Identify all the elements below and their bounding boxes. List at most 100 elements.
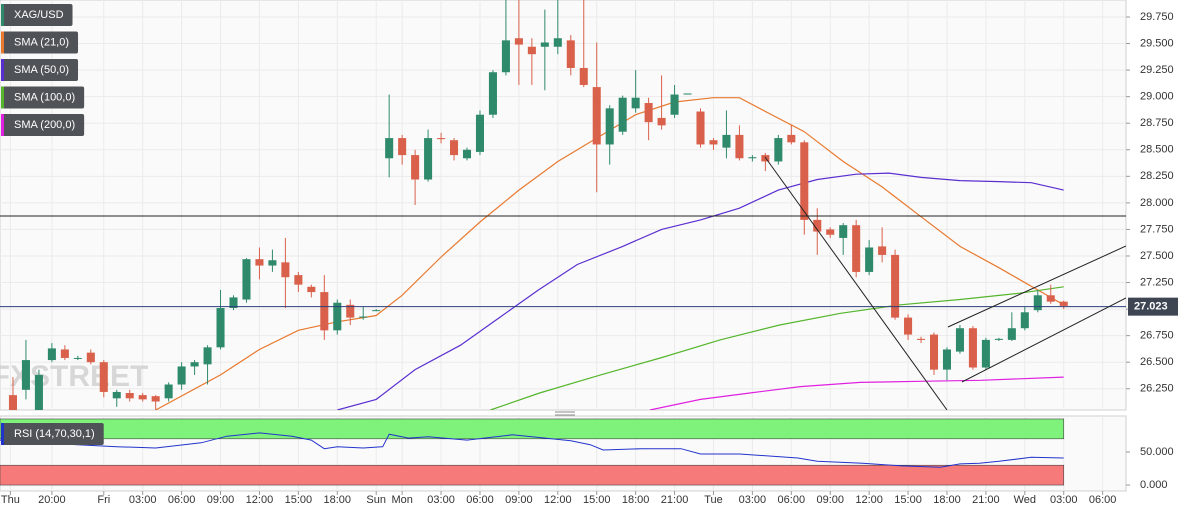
x-tick-label: 21:00 bbox=[972, 494, 1000, 506]
candle-body bbox=[411, 155, 420, 180]
legend-swatch bbox=[1, 114, 4, 136]
sma-line bbox=[649, 376, 1064, 410]
candle-body bbox=[21, 360, 30, 390]
x-tick-label: Sun bbox=[366, 494, 386, 506]
candle-body bbox=[1020, 312, 1029, 329]
legend-box bbox=[1, 31, 79, 54]
candle-body bbox=[657, 117, 666, 126]
candle-body bbox=[34, 374, 43, 410]
y-tick-label: 50.000 bbox=[1140, 446, 1174, 458]
candle-body bbox=[904, 317, 913, 335]
legend-swatch bbox=[1, 423, 4, 445]
candle-body bbox=[644, 103, 653, 123]
candle-body bbox=[190, 362, 199, 367]
candle-body bbox=[968, 328, 977, 368]
candle-body bbox=[553, 38, 562, 47]
candle-body bbox=[138, 395, 147, 400]
y-tick-label: 0.000 bbox=[1140, 479, 1168, 491]
y-tick-label: 26.750 bbox=[1140, 330, 1174, 342]
y-tick-label: 28.750 bbox=[1140, 117, 1174, 129]
candle-body bbox=[488, 72, 497, 115]
candle-body bbox=[787, 134, 796, 143]
x-tick-label: 21:00 bbox=[661, 494, 689, 506]
legend-box bbox=[1, 4, 73, 26]
candle-body bbox=[99, 362, 108, 392]
legend-swatch bbox=[1, 59, 4, 81]
legend-swatch bbox=[1, 86, 4, 109]
last-price-box bbox=[1128, 297, 1178, 316]
candle-body bbox=[462, 149, 472, 159]
x-tick-label: 15:00 bbox=[285, 494, 313, 506]
x-tick-label: Tue bbox=[704, 494, 723, 506]
annotations bbox=[0, 156, 1126, 410]
y-tick-label: 29.000 bbox=[1140, 91, 1174, 103]
y-tick-label: 27.250 bbox=[1140, 276, 1174, 288]
x-tick-label: 15:00 bbox=[894, 494, 922, 506]
x-tick-label: 12:00 bbox=[544, 494, 572, 506]
last-price-label: 27.023 bbox=[1134, 301, 1168, 313]
candle-body bbox=[242, 259, 251, 300]
x-tick-label: 06:00 bbox=[168, 494, 196, 506]
x-tick-label: 12:00 bbox=[246, 494, 274, 506]
x-tick-label: 06:00 bbox=[1089, 494, 1117, 506]
candle-body bbox=[86, 352, 95, 363]
candle-body bbox=[398, 138, 407, 156]
candle-body bbox=[112, 391, 121, 399]
x-tick-label: 03:00 bbox=[739, 494, 767, 506]
candle-body bbox=[60, 349, 69, 358]
legend-label: RSI (14,70,30,1) bbox=[14, 428, 95, 440]
axes: Thu 20:00 Fri 03:00 06:00 09:00 12:00 15:00 18:0… bbox=[1, 11, 1178, 506]
candle-body bbox=[151, 396, 160, 402]
candle-body bbox=[540, 42, 549, 47]
legend-box bbox=[1, 86, 85, 109]
candle-body bbox=[605, 108, 614, 145]
y-tick-label: 26.250 bbox=[1140, 383, 1174, 395]
candle-body bbox=[579, 67, 588, 85]
candle-body bbox=[527, 46, 536, 55]
candle-body bbox=[683, 93, 692, 95]
y-tick-label: 26.500 bbox=[1140, 356, 1174, 368]
candle-body bbox=[839, 225, 848, 238]
panel-handle[interactable] bbox=[555, 411, 575, 416]
candle-body bbox=[372, 310, 381, 312]
candle-body bbox=[1007, 328, 1016, 340]
candle-body bbox=[942, 349, 952, 370]
candle-body bbox=[813, 219, 822, 232]
y-tick-label: 29.750 bbox=[1140, 11, 1174, 23]
candle-body bbox=[917, 338, 926, 340]
sma-line bbox=[490, 286, 1064, 410]
candle-body bbox=[229, 297, 238, 309]
x-tick-label: 09:00 bbox=[505, 494, 533, 506]
candle-body bbox=[709, 140, 718, 145]
candle-body bbox=[670, 94, 679, 115]
legend-swatch bbox=[1, 4, 4, 26]
y-tick-label: 28.000 bbox=[1140, 197, 1174, 209]
channel-upper bbox=[947, 245, 1126, 328]
candle-body bbox=[216, 308, 225, 348]
candle-body bbox=[164, 384, 173, 399]
legend-label: SMA (50,0) bbox=[14, 64, 69, 76]
candle-body bbox=[891, 254, 900, 318]
candle-body bbox=[475, 114, 484, 152]
y-tick-label: 28.250 bbox=[1140, 170, 1174, 182]
x-tick-label: 09:00 bbox=[207, 494, 235, 506]
x-tick-label: Thu bbox=[1, 494, 20, 506]
candle-body bbox=[333, 302, 342, 331]
candle-body bbox=[8, 395, 17, 410]
legend-swatch bbox=[1, 31, 4, 54]
candle-body bbox=[929, 334, 939, 370]
candle-body bbox=[514, 38, 523, 45]
rsi-line bbox=[0, 432, 1064, 468]
x-tick-label: 06:00 bbox=[466, 494, 494, 506]
candle-body bbox=[722, 134, 731, 148]
price-panel bbox=[0, 0, 1127, 411]
rsi-plot bbox=[0, 418, 1065, 486]
legend-label: SMA (100,0) bbox=[14, 91, 75, 103]
candle-body bbox=[73, 357, 82, 359]
candle-body bbox=[955, 328, 964, 352]
candle-body bbox=[1046, 295, 1055, 302]
candle-body bbox=[47, 348, 56, 361]
candle-body bbox=[631, 97, 640, 109]
candle-body bbox=[307, 286, 316, 293]
